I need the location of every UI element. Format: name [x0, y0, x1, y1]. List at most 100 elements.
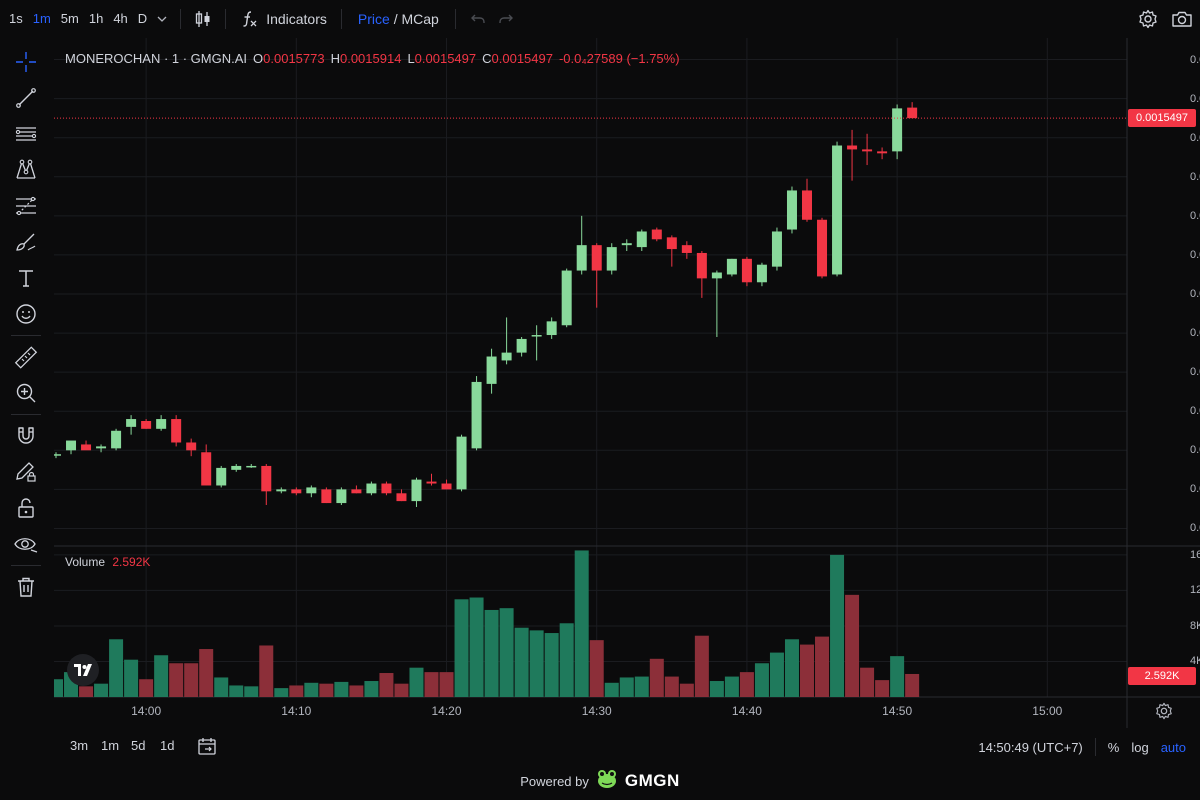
price-axis-label: 0.001	[1190, 327, 1200, 340]
clock[interactable]: 14:50:49 (UTC+7)	[978, 739, 1083, 755]
candle-body	[351, 489, 362, 494]
timeframe-5m[interactable]: 5m	[60, 11, 79, 26]
emoji-tool[interactable]	[0, 296, 52, 332]
low-label: L	[407, 51, 415, 66]
smiley-icon	[16, 304, 36, 324]
eye-icon	[14, 538, 38, 553]
zoom-tool[interactable]	[0, 375, 52, 411]
lock-all-tool[interactable]	[0, 490, 52, 526]
volume-bar	[394, 683, 409, 697]
open-value: 0.0015773	[263, 51, 325, 66]
volume-bar	[259, 645, 274, 697]
candle-body	[847, 145, 858, 150]
price-axis-label: 0.0016	[1190, 92, 1200, 105]
candle-body	[186, 442, 197, 451]
volume-bar	[229, 685, 244, 697]
volume-bar	[364, 681, 379, 697]
powered-by-text: Powered by	[520, 773, 589, 789]
drawing-toolbar	[0, 44, 52, 605]
candle-body	[832, 145, 843, 275]
time-axis-label: 14:20	[431, 704, 462, 718]
pencil-lock-icon	[16, 462, 36, 482]
toolbar-divider	[454, 9, 456, 29]
function-icon	[243, 11, 257, 27]
range-1d[interactable]: 1d	[160, 738, 175, 753]
candle-body	[621, 243, 632, 246]
candle-body	[201, 452, 212, 486]
trash-icon	[18, 577, 34, 597]
candle-body	[366, 483, 377, 494]
volume-bar	[724, 676, 739, 697]
fibonacci-icon	[16, 196, 36, 216]
candle-body	[156, 419, 167, 429]
candle-body	[231, 465, 242, 470]
candle-body	[892, 108, 903, 152]
axis-settings-gear-icon[interactable]	[1155, 702, 1173, 725]
log-scale-toggle[interactable]: log	[1131, 739, 1149, 755]
candle-body	[126, 419, 137, 427]
candle-type-icon[interactable]	[189, 5, 217, 33]
timeframe-d[interactable]: D	[137, 11, 148, 26]
time-axis-label: 14:50	[882, 704, 913, 718]
candle-body	[171, 419, 182, 443]
hide-drawings-tool[interactable]	[0, 526, 52, 562]
volume-bar	[154, 655, 169, 697]
text-tool[interactable]	[0, 260, 52, 296]
candle-body	[456, 436, 467, 490]
price-axis-label: 0.0008	[1190, 405, 1200, 418]
time-axis-label: 14:00	[131, 704, 162, 718]
redo-icon[interactable]	[492, 5, 520, 33]
timeframe-1m[interactable]: 1m	[32, 11, 51, 26]
volume-bar	[875, 680, 890, 697]
range-5d[interactable]: 5d	[131, 738, 146, 753]
camera-icon[interactable]	[1168, 5, 1196, 33]
candle-body	[216, 467, 227, 486]
go-to-date-icon[interactable]	[196, 735, 218, 762]
auto-scale-toggle[interactable]: auto	[1160, 739, 1186, 755]
volume-bar	[214, 677, 229, 697]
candle-body	[546, 321, 557, 336]
price-axis-label: 0.0005	[1190, 522, 1200, 535]
timeframe-1h[interactable]: 1h	[88, 11, 104, 26]
horizontal-lines-icon	[15, 127, 37, 141]
delete-tool[interactable]	[0, 569, 52, 605]
volume-bar	[139, 679, 154, 697]
indicators-button[interactable]: Indicators	[234, 5, 333, 33]
price-axis-label: 0.0009	[1190, 366, 1200, 379]
tradingview-logo[interactable]	[67, 654, 99, 686]
volume-bar	[634, 676, 649, 697]
timeframe-4h[interactable]: 4h	[113, 11, 128, 26]
volume-bar	[169, 663, 184, 697]
magnet-tool[interactable]	[0, 418, 52, 454]
pattern-icon	[16, 159, 36, 179]
chart-canvas[interactable]	[54, 38, 1200, 728]
horizontal-lines-tool[interactable]	[0, 116, 52, 152]
brush-tool[interactable]	[0, 224, 52, 260]
ruler-tool[interactable]	[0, 339, 52, 375]
high-label: H	[330, 51, 340, 66]
candle-body	[261, 465, 272, 492]
volume-bar	[709, 681, 724, 697]
magnet-icon	[18, 427, 34, 444]
range-1m[interactable]: 1m	[101, 738, 120, 753]
range-3m[interactable]: 3m	[70, 738, 89, 753]
toolbar-right	[1134, 5, 1196, 33]
candle-body	[696, 252, 707, 279]
price-mcap-toggle[interactable]: Price / MCap	[350, 11, 447, 27]
pattern-tool[interactable]	[0, 152, 52, 188]
percent-scale-toggle[interactable]: %	[1107, 739, 1120, 755]
volume-bar	[469, 597, 484, 697]
gear-icon[interactable]	[1134, 5, 1162, 33]
price-option[interactable]: Price	[357, 11, 390, 27]
mcap-option[interactable]: MCap	[401, 11, 439, 27]
chart-area[interactable]: MONEROCHAN · 1 · GMGN.AI O0.0015773 H0.0…	[54, 38, 1200, 728]
crosshair-tool[interactable]	[0, 44, 52, 80]
trend-line-tool[interactable]	[0, 80, 52, 116]
timeframe-dropdown-icon[interactable]	[152, 5, 172, 33]
candle-body	[426, 481, 437, 484]
fib-tool[interactable]	[0, 188, 52, 224]
undo-icon[interactable]	[464, 5, 492, 33]
symbol-title[interactable]: MONEROCHAN · 1 · GMGN.AI	[65, 51, 248, 66]
lock-drawing-tool[interactable]	[0, 454, 52, 490]
timeframe-1s[interactable]: 1s	[9, 11, 23, 26]
